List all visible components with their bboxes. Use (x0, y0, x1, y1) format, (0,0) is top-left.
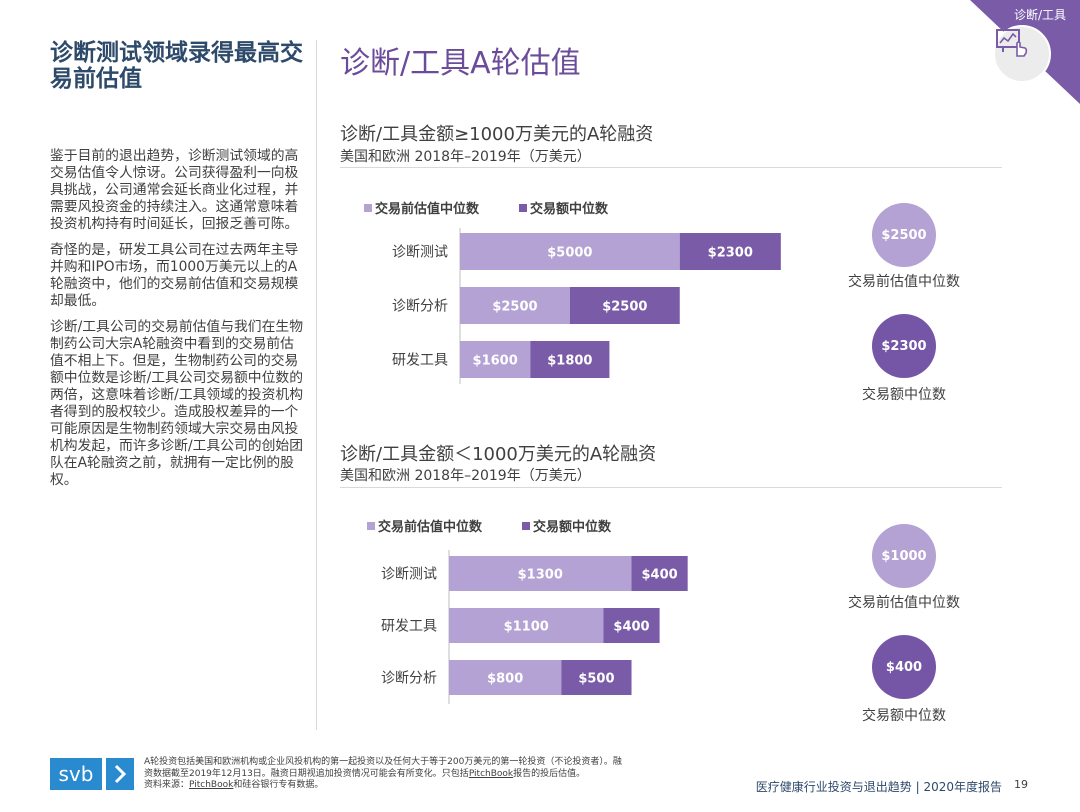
chart1-title: 诊断/工具金额≥1000万美元的A轮融资 (340, 124, 654, 145)
left-paragraph-1: 鉴于目前的退出趋势，诊断测试领域的高交易估值令人惊讶。公司获得盈利一向极具挑战，… (50, 148, 299, 232)
left-paragraph-3: 诊断/工具公司的交易前估值与我们在生物制药公司大宗A轮融资中看到的交易前估值不相… (50, 319, 303, 488)
bar-value-label: $1300 (518, 568, 563, 583)
page-number: 19 (1014, 778, 1028, 791)
bar-value-label: $1800 (547, 354, 592, 369)
bar-premoney (460, 287, 570, 324)
bar-deal (679, 233, 781, 270)
bar-deal (603, 608, 660, 643)
chart2-deal-circle-label: 交易额中位数 (862, 708, 946, 724)
chevron-right-icon (106, 758, 134, 790)
bar-value-label: $1100 (504, 620, 549, 635)
bar-deal (530, 341, 610, 378)
footnote: A轮投资包括美国和欧洲机构或企业风投机构的第一起投资以及任何大于等于200万美元… (144, 757, 674, 792)
pitchbook-link[interactable]: PitchBook (468, 768, 514, 779)
left-paragraph-2: 奇怪的是，研发工具公司在过去两年主导并购和IPO市场，而1000万美元以上的A轮… (50, 242, 299, 309)
chart2-legend: 交易前估值中位数 交易额中位数 (367, 516, 611, 535)
chart1-premoney-circle-label: 交易前估值中位数 (848, 274, 960, 290)
chart2-rule (340, 487, 1002, 488)
legend-swatch-deal (522, 521, 531, 530)
bar-value-label: $2500 (492, 300, 537, 315)
corner-label: 诊断/工具 (1013, 8, 1066, 22)
left-body: 鉴于目前的退出趋势，诊断测试领域的高交易估值令人惊讶。公司获得盈利一向极具挑战，… (50, 148, 306, 498)
footnote-line-1: A轮投资包括美国和欧洲机构或企业风投机构的第一起投资以及任何大于等于200万美元… (144, 757, 622, 767)
chart1-legend: 交易前估值中位数 交易额中位数 (364, 198, 608, 217)
chart2-premoney-circle-label: 交易前估值中位数 (848, 595, 960, 611)
footnote-line-2: 资数据截至2019年12月13日。融资日期视追加投资情况可能会有所变化。只包括P… (144, 768, 586, 779)
bar-premoney (449, 660, 562, 695)
legend-premoney: 交易前估值中位数 (367, 516, 482, 535)
category-label: 研发工具 (381, 619, 437, 635)
chart1-subtitle: 美国和欧洲 2018年–2019年（万美元） (340, 149, 591, 165)
chart-screen-hand-icon (993, 25, 1051, 83)
bar-value-label: $2500 (602, 300, 647, 315)
chart1-premoney-circle: $2500 (872, 203, 936, 267)
chart2-title: 诊断/工具金额＜1000万美元的A轮融资 (340, 444, 657, 465)
category-label: 诊断测试 (392, 245, 448, 261)
report-title: 医疗健康行业投资与退出趋势 | 2020年度报告 (755, 780, 1002, 794)
chart1-deal-circle: $2300 (872, 314, 936, 378)
legend-deal: 交易额中位数 (522, 516, 611, 535)
category-label: 诊断分析 (381, 671, 437, 687)
chart2-subtitle: 美国和欧洲 2018年–2019年（万美元） (340, 468, 591, 484)
bar-value-label: $2300 (708, 246, 753, 261)
chart1-deal-circle-label: 交易额中位数 (862, 387, 946, 403)
bar-deal (561, 660, 632, 695)
bar-premoney (449, 608, 604, 643)
svb-logo-text: svb (50, 758, 102, 790)
bar-premoney (460, 233, 680, 270)
bar-value-label: $5000 (547, 246, 592, 261)
bar-deal (569, 287, 680, 324)
legend-swatch-premoney (364, 203, 372, 212)
bar-value-label: $400 (613, 620, 649, 635)
legend-swatch-premoney (367, 521, 375, 530)
bar-premoney (449, 556, 632, 591)
category-label: 研发工具 (392, 353, 448, 369)
legend-premoney: 交易前估值中位数 (364, 198, 479, 217)
category-label: 诊断分析 (392, 299, 448, 315)
chart1-rule (340, 167, 1002, 168)
bar-value-label: $800 (487, 672, 523, 687)
page-title: 诊断/工具A轮估值 (340, 46, 581, 81)
left-title: 诊断测试领域录得最高交易前估值 (50, 40, 303, 92)
svb-logo: svb (50, 758, 134, 790)
footnote-line-3: 资料来源：PitchBook和硅谷银行专有数据。 (144, 780, 324, 790)
chart2-premoney-circle: $1000 (872, 524, 936, 588)
category-label: 诊断测试 (381, 567, 437, 583)
bar-value-label: $500 (578, 672, 614, 687)
bar-value-label: $1600 (473, 354, 518, 369)
chart2-deal-circle: $400 (872, 635, 936, 699)
corner-tab: 诊断/工具 (970, 0, 1080, 104)
pitchbook-link[interactable]: PitchBook (189, 780, 234, 790)
bar-deal (631, 556, 688, 591)
legend-deal: 交易额中位数 (519, 198, 608, 217)
vertical-divider (316, 40, 317, 730)
bar-value-label: $400 (642, 568, 678, 583)
legend-swatch-deal (519, 203, 528, 212)
bar-premoney (460, 341, 531, 378)
